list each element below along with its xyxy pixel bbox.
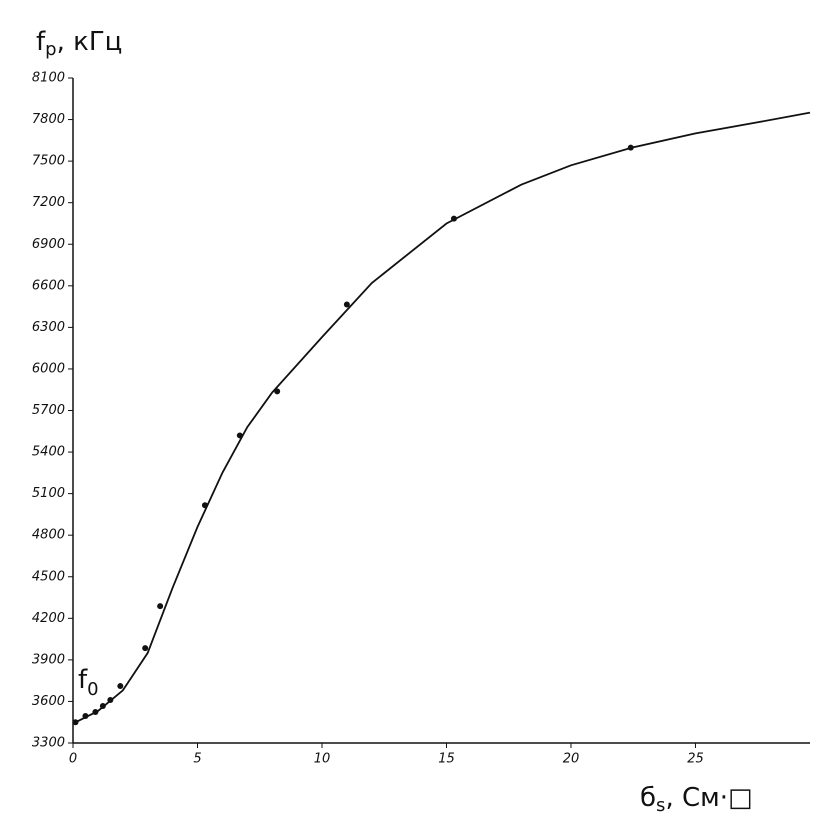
y-tick-label: 7500 xyxy=(32,154,65,169)
y-tick-label: 3600 xyxy=(32,694,65,709)
y-tick-label: 6600 xyxy=(32,278,65,293)
x-tick-label: 25 xyxy=(687,752,704,767)
data-point xyxy=(92,708,99,715)
x-tick-label: 15 xyxy=(438,752,455,767)
data-point xyxy=(450,215,457,222)
data-point xyxy=(82,712,89,719)
y-tick-label: 6300 xyxy=(32,320,65,335)
data-point xyxy=(236,432,243,439)
fit-curve xyxy=(72,111,811,725)
x-axis-label: бs, См·□ xyxy=(640,783,753,817)
annotation-sub: 0 xyxy=(87,679,98,700)
data-point xyxy=(117,683,124,690)
y-tick-label: 6000 xyxy=(32,361,65,376)
x-label-main: б xyxy=(640,783,656,813)
y-tick-label: 5100 xyxy=(32,486,65,501)
y-label-rest: , кГц xyxy=(57,27,123,57)
y-label-main: f xyxy=(36,27,46,57)
x-tick-label: 5 xyxy=(193,752,201,767)
data-point xyxy=(99,703,106,710)
x-tick-label: 0 xyxy=(69,752,77,767)
x-label-rest: , См·□ xyxy=(665,783,752,813)
data-point xyxy=(157,603,164,610)
y-tick-label: 4800 xyxy=(32,528,65,543)
data-point xyxy=(72,719,79,726)
data-point xyxy=(107,697,114,704)
y-tick-label: 5700 xyxy=(32,403,65,418)
y-tick-label: 7800 xyxy=(32,112,65,127)
annotation: f0 xyxy=(78,665,99,701)
y-tick-label: 4500 xyxy=(32,569,65,584)
y-tick-label: 7200 xyxy=(32,195,65,210)
y-tick-label: 6900 xyxy=(32,237,65,252)
y-axis-label: fp, кГц xyxy=(36,27,122,61)
y-tick-label: 8100 xyxy=(32,71,65,86)
x-tick-label: 10 xyxy=(314,752,331,767)
x-label-sub: s xyxy=(656,795,665,816)
y-tick-label: 3300 xyxy=(32,736,65,751)
data-point xyxy=(343,301,350,308)
annotation-main: f xyxy=(78,665,88,695)
data-point xyxy=(201,502,208,509)
data-point xyxy=(274,388,281,395)
y-tick-label: 5400 xyxy=(32,445,65,460)
data-point xyxy=(627,144,634,151)
y-tick-label: 4200 xyxy=(32,611,65,626)
y-label-sub: p xyxy=(45,39,56,60)
y-tick-label: 3900 xyxy=(32,652,65,667)
x-tick-label: 20 xyxy=(563,752,580,767)
data-point xyxy=(142,645,149,652)
